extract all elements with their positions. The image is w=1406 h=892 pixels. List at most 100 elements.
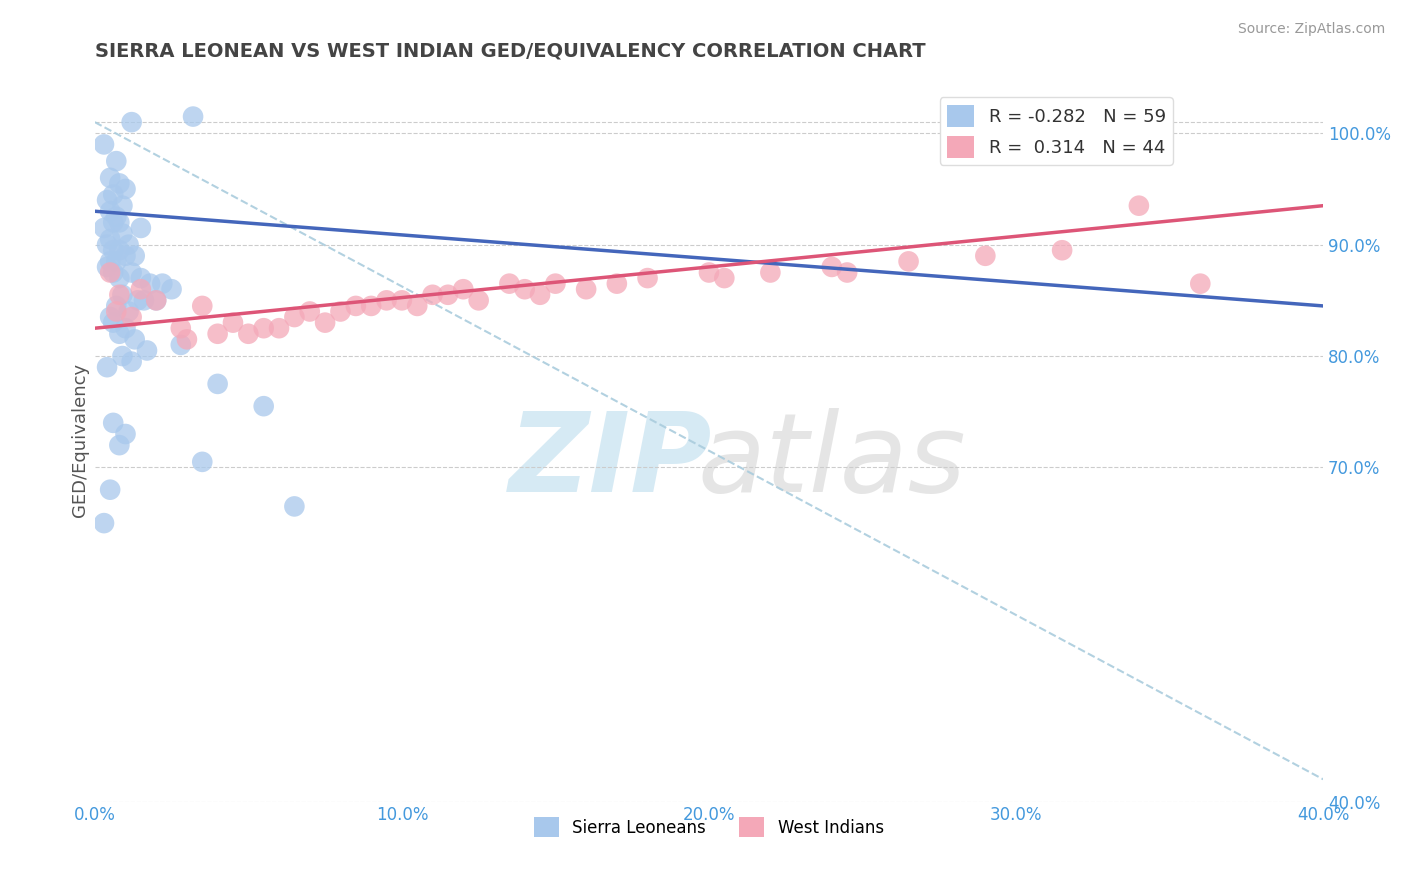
Point xyxy=(93,137,115,152)
Point xyxy=(1128,199,1150,213)
Point xyxy=(108,438,131,452)
Point xyxy=(96,193,118,207)
Point xyxy=(114,321,136,335)
Point xyxy=(121,354,143,368)
Point xyxy=(207,376,229,391)
Point xyxy=(108,244,131,258)
Point xyxy=(96,360,118,375)
Point xyxy=(108,271,131,285)
Point xyxy=(108,326,131,341)
Point xyxy=(117,237,139,252)
Point xyxy=(96,237,118,252)
Point xyxy=(575,282,598,296)
Point xyxy=(837,266,859,280)
Point xyxy=(181,110,204,124)
Point xyxy=(108,177,131,191)
Text: ZIP: ZIP xyxy=(509,408,713,515)
Point xyxy=(98,204,121,219)
Point xyxy=(207,326,229,341)
Point xyxy=(222,316,245,330)
Point xyxy=(124,332,146,346)
Point xyxy=(170,338,193,352)
Point xyxy=(360,299,382,313)
Point xyxy=(513,282,536,296)
Point xyxy=(697,266,720,280)
Point xyxy=(98,170,121,185)
Point xyxy=(467,293,489,308)
Point xyxy=(344,299,367,313)
Point xyxy=(98,310,121,324)
Point xyxy=(105,299,128,313)
Point xyxy=(103,215,125,229)
Point xyxy=(150,277,173,291)
Point xyxy=(529,287,551,301)
Point xyxy=(453,282,475,296)
Point xyxy=(105,154,128,169)
Point xyxy=(127,293,149,308)
Point xyxy=(191,299,214,313)
Point xyxy=(160,282,183,296)
Point xyxy=(121,115,143,129)
Point xyxy=(253,321,276,335)
Point xyxy=(498,277,520,291)
Point xyxy=(111,199,134,213)
Point xyxy=(132,293,155,308)
Point xyxy=(176,332,198,346)
Point xyxy=(375,293,398,308)
Point xyxy=(121,266,143,280)
Point xyxy=(129,221,152,235)
Point xyxy=(897,254,920,268)
Point xyxy=(544,277,567,291)
Point xyxy=(114,249,136,263)
Point xyxy=(129,271,152,285)
Point xyxy=(422,287,444,301)
Point xyxy=(298,304,321,318)
Text: Source: ZipAtlas.com: Source: ZipAtlas.com xyxy=(1237,22,1385,37)
Point xyxy=(1189,277,1212,291)
Point xyxy=(114,427,136,442)
Point xyxy=(103,187,125,202)
Point xyxy=(136,343,159,358)
Text: SIERRA LEONEAN VS WEST INDIAN GED/EQUIVALENCY CORRELATION CHART: SIERRA LEONEAN VS WEST INDIAN GED/EQUIVA… xyxy=(94,42,925,61)
Point xyxy=(105,210,128,224)
Point xyxy=(98,254,121,268)
Point xyxy=(103,244,125,258)
Point xyxy=(93,516,115,530)
Point xyxy=(124,249,146,263)
Point xyxy=(170,321,193,335)
Point xyxy=(821,260,844,274)
Legend: Sierra Leoneans, West Indians: Sierra Leoneans, West Indians xyxy=(527,810,890,844)
Point xyxy=(117,304,139,318)
Point xyxy=(111,349,134,363)
Point xyxy=(283,500,305,514)
Point xyxy=(329,304,352,318)
Point xyxy=(145,293,167,308)
Y-axis label: GED/Equivalency: GED/Equivalency xyxy=(72,362,89,516)
Point xyxy=(98,483,121,497)
Text: atlas: atlas xyxy=(697,408,966,515)
Point xyxy=(105,254,128,268)
Point xyxy=(1050,244,1073,258)
Point xyxy=(98,266,121,280)
Point xyxy=(191,455,214,469)
Point xyxy=(98,232,121,246)
Point xyxy=(121,310,143,324)
Point xyxy=(437,287,460,301)
Point xyxy=(974,249,997,263)
Point xyxy=(314,316,336,330)
Point xyxy=(283,310,305,324)
Point xyxy=(108,215,131,229)
Point xyxy=(713,271,735,285)
Point xyxy=(114,182,136,196)
Point xyxy=(103,266,125,280)
Point xyxy=(145,293,167,308)
Point xyxy=(238,326,260,341)
Point xyxy=(103,416,125,430)
Point xyxy=(267,321,290,335)
Point xyxy=(406,299,429,313)
Point xyxy=(96,260,118,274)
Point xyxy=(637,271,659,285)
Point xyxy=(103,316,125,330)
Point xyxy=(108,287,131,301)
Point xyxy=(253,399,276,413)
